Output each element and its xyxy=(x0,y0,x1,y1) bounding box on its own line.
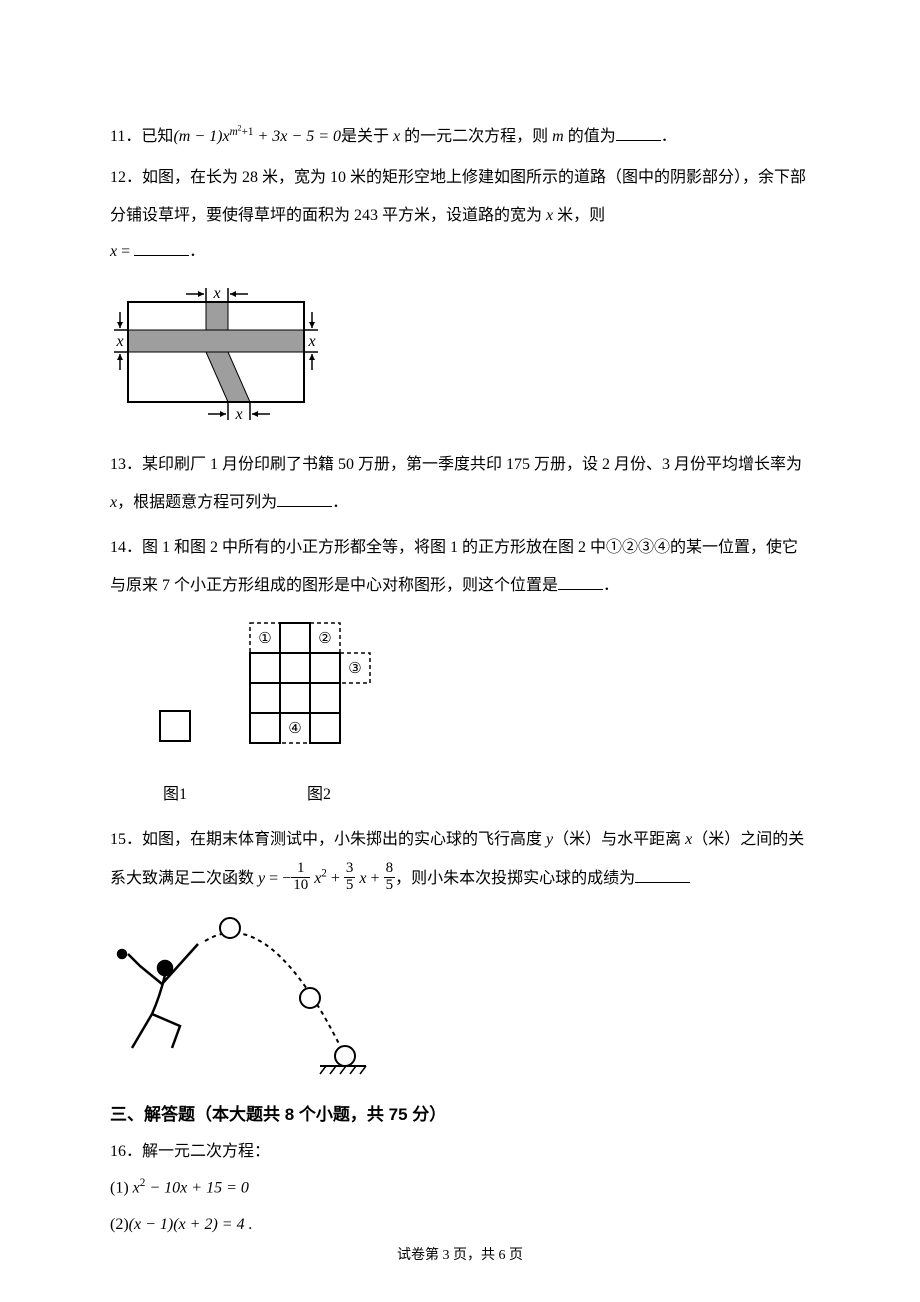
q11-plus3: + 3 xyxy=(253,128,280,145)
q14-period: ． xyxy=(603,577,619,594)
q15-texta: 如图，在期末体育测试中，小朱掷出的实心球的飞行高度 xyxy=(142,831,542,848)
q15-blank[interactable] xyxy=(635,865,690,883)
svg-text:x: x xyxy=(115,333,123,350)
q11-eq: − 5 = 0 xyxy=(287,128,341,145)
svg-text:②: ② xyxy=(318,631,331,647)
q14-captions: 图1 图2 xyxy=(140,779,810,811)
q12-blank[interactable] xyxy=(134,238,189,256)
q12-period: ． xyxy=(189,243,205,260)
q12-x: x xyxy=(546,207,553,224)
question-13: 13．某印刷厂 1 月份印刷了书籍 50 万册，第一季度共印 175 万册，设 … xyxy=(110,446,810,523)
q12-eqline: x = ． xyxy=(110,236,810,268)
q15-num: 15． xyxy=(110,831,142,848)
q16-part2: (2)(x − 1)(x + 2) = 4 . xyxy=(110,1209,810,1241)
q15-textb: ，则小朱本次投掷实心球的成绩为 xyxy=(395,870,635,887)
q14-num: 14． xyxy=(110,539,142,556)
q15-frac-c: 85 xyxy=(384,861,396,894)
svg-text:x: x xyxy=(307,333,315,350)
q11-period: ． xyxy=(661,128,677,145)
q14-blank[interactable] xyxy=(558,572,603,590)
q14-caption1: 图1 xyxy=(140,779,210,811)
q11-num: 11． xyxy=(110,128,141,145)
q13-texta: 某印刷厂 1 月份印刷了书籍 50 万册，第一季度共印 175 万册，设 2 月… xyxy=(142,456,802,473)
q14-text: 图 1 和图 2 中所有的小正方形都全等，将图 1 的正方形放在图 2 中①②③… xyxy=(110,539,798,594)
q16-text: 解一元二次方程： xyxy=(142,1143,270,1160)
q12-figure: x x x x xyxy=(110,276,810,436)
question-14: 14．图 1 和图 2 中所有的小正方形都全等，将图 1 的正方形放在图 2 中… xyxy=(110,529,810,812)
q13-textb: ，根据题意方程可列为 xyxy=(117,494,277,511)
q11-x: x xyxy=(222,128,229,145)
q13-blank[interactable] xyxy=(277,490,332,508)
svg-text:x: x xyxy=(234,406,242,423)
q11-m2: m xyxy=(552,128,564,145)
q13-period: ． xyxy=(332,494,348,511)
q11-mid: 是关于 xyxy=(341,128,389,145)
q16-part1: (1) x2 − 10x + 15 = 0 xyxy=(110,1172,810,1204)
q11-m: m xyxy=(179,128,191,145)
q13-num: 13． xyxy=(110,456,142,473)
svg-text:①: ① xyxy=(258,631,271,647)
q12-post: 米，则 xyxy=(557,207,605,224)
question-16: 16．解一元二次方程： (1) x2 − 10x + 15 = 0 (2)(x … xyxy=(110,1136,810,1240)
q12-eq: = xyxy=(117,243,134,260)
question-12: 12．如图，在长为 28 米，宽为 10 米的矩形空地上修建如图所示的道路（图中… xyxy=(110,159,810,436)
svg-text:③: ③ xyxy=(348,661,361,677)
question-15: 15．如图，在期末体育测试中，小朱掷出的实心球的飞行高度 y（米）与水平距离 x… xyxy=(110,821,810,1088)
section-3-heading: 三、解答题（本大题共 8 个小题，共 75 分） xyxy=(110,1098,810,1132)
q12-text: 12．如图，在长为 28 米，宽为 10 米的矩形空地上修建如图所示的道路（图中… xyxy=(110,159,810,236)
q11-pre: 已知 xyxy=(141,128,173,145)
q16-num: 16． xyxy=(110,1143,142,1160)
question-11: 11．已知(m − 1)xm2+1 + 3x − 5 = 0是关于 x 的一元二… xyxy=(110,120,810,153)
svg-text:④: ④ xyxy=(288,721,301,737)
q14-caption2: 图2 xyxy=(264,779,374,811)
q15-figure xyxy=(110,906,810,1088)
q15-frac-a: 110 xyxy=(291,861,310,894)
q15-unita: （米）与水平距离 xyxy=(553,831,681,848)
q11-exp: m2+1 xyxy=(230,126,254,138)
q11-post: 的值为 xyxy=(568,128,616,145)
q11-minus1: − 1) xyxy=(190,128,222,145)
q12-textmain: 如图，在长为 28 米，宽为 10 米的矩形空地上修建如图所示的道路（图中的阴影… xyxy=(110,169,806,224)
q15-frac-b: 35 xyxy=(344,861,356,894)
q14-figure: ① ② ③ ④ 图1 图2 xyxy=(140,613,810,811)
q11-mid2: 的一元二次方程，则 xyxy=(404,128,548,145)
q12-num: 12． xyxy=(110,169,142,186)
svg-text:x: x xyxy=(212,285,220,302)
q15-eq: = xyxy=(265,870,282,887)
q11-blank[interactable] xyxy=(616,123,661,141)
q11-x3: x xyxy=(393,128,400,145)
page-footer: 试卷第 3 页，共 6 页 xyxy=(0,1242,920,1270)
